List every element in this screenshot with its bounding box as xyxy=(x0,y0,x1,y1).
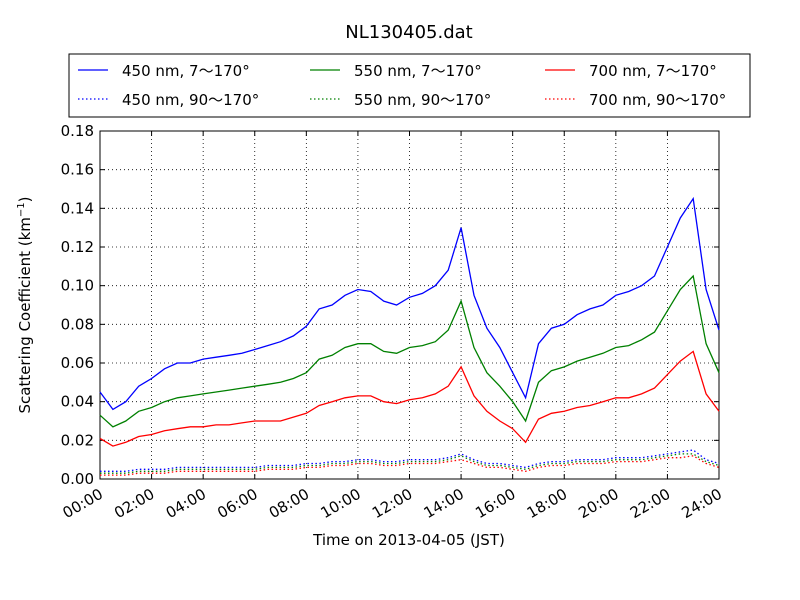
x-tick-label: 18:00 xyxy=(524,485,570,522)
y-tick-label: 0.16 xyxy=(61,161,94,179)
x-tick-label: 22:00 xyxy=(627,485,673,522)
series-line xyxy=(99,350,720,447)
x-tick-label: 24:00 xyxy=(679,485,725,522)
x-tick-label: 00:00 xyxy=(60,485,106,522)
x-axis-title: Time on 2013-04-05 (JST) xyxy=(312,531,505,549)
x-tick-label: 06:00 xyxy=(214,485,260,522)
series-line xyxy=(100,453,720,474)
legend-label: 700 nm, 7～170° xyxy=(589,62,717,80)
x-tick-label: 16:00 xyxy=(472,485,518,522)
x-tick-label: 02:00 xyxy=(111,485,157,522)
y-tick-label: 0.18 xyxy=(61,122,94,140)
y-tick-label: 0.08 xyxy=(61,315,94,333)
legend-label: 550 nm, 7～170° xyxy=(354,62,482,80)
y-axis-title: Scattering Coefficient (km−1) xyxy=(16,196,34,413)
y-tick-label: 0.10 xyxy=(61,277,94,295)
x-tick-label: 10:00 xyxy=(317,485,363,522)
x-tick-label: 04:00 xyxy=(163,485,209,522)
x-tick-label: 08:00 xyxy=(266,485,312,522)
legend-label: 450 nm, 7～170° xyxy=(122,62,250,80)
y-tick-label: 0.04 xyxy=(61,393,94,411)
y-tick-label: 0.00 xyxy=(61,470,94,488)
x-tick-label: 14:00 xyxy=(421,485,467,522)
legend-label: 550 nm, 90～170° xyxy=(354,91,491,109)
y-tick-label: 0.14 xyxy=(61,199,94,217)
series-lines xyxy=(99,196,720,476)
x-tick-label: 12:00 xyxy=(369,485,415,522)
y-tick-label: 0.06 xyxy=(61,354,94,372)
legend-label: 700 nm, 90～170° xyxy=(589,91,726,109)
y-tick-label: 0.02 xyxy=(61,431,94,449)
legend-box xyxy=(68,53,751,118)
legend: 450 nm, 7～170° 550 nm, 7～170° 700 nm, 7～17… xyxy=(68,53,751,118)
series-line xyxy=(99,274,720,428)
chart-title: NL130405.dat xyxy=(345,22,472,43)
series-line xyxy=(99,196,720,411)
series-line xyxy=(100,449,720,472)
y-tick-label: 0.12 xyxy=(61,238,94,256)
plot-area xyxy=(99,130,720,480)
legend-label: 450 nm, 90～170° xyxy=(122,91,259,109)
x-tick-label: 20:00 xyxy=(575,485,621,522)
